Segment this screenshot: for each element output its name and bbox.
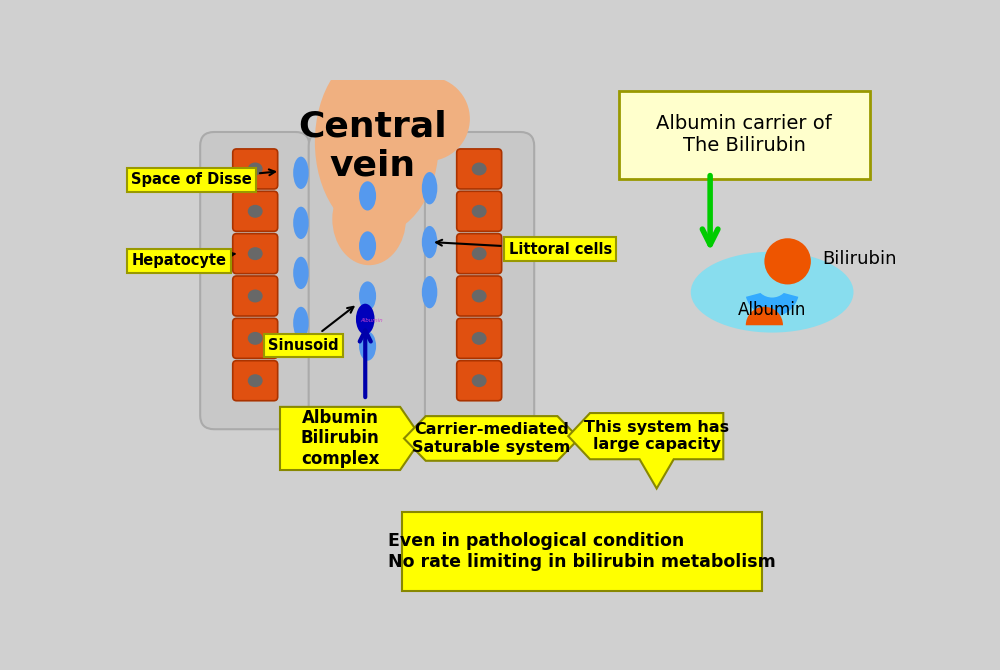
FancyBboxPatch shape	[233, 318, 278, 358]
Ellipse shape	[385, 76, 470, 161]
Ellipse shape	[422, 172, 437, 204]
FancyBboxPatch shape	[457, 191, 502, 231]
Polygon shape	[404, 416, 579, 461]
FancyBboxPatch shape	[457, 234, 502, 273]
Circle shape	[764, 239, 811, 285]
Ellipse shape	[472, 289, 487, 302]
Ellipse shape	[248, 205, 263, 218]
Ellipse shape	[248, 247, 263, 260]
FancyBboxPatch shape	[233, 276, 278, 316]
Text: Carrier-mediated
Saturable system: Carrier-mediated Saturable system	[412, 422, 571, 455]
FancyBboxPatch shape	[457, 149, 502, 189]
Polygon shape	[568, 413, 723, 488]
FancyBboxPatch shape	[200, 132, 309, 429]
FancyBboxPatch shape	[233, 149, 278, 189]
FancyBboxPatch shape	[425, 132, 534, 429]
FancyBboxPatch shape	[233, 360, 278, 401]
Ellipse shape	[359, 182, 376, 210]
Ellipse shape	[332, 173, 406, 265]
Ellipse shape	[472, 332, 487, 345]
Ellipse shape	[359, 332, 376, 360]
Ellipse shape	[691, 252, 854, 332]
Ellipse shape	[248, 289, 263, 302]
Text: Albumin: Albumin	[360, 318, 383, 323]
Ellipse shape	[293, 206, 309, 239]
Wedge shape	[746, 307, 783, 325]
Ellipse shape	[422, 276, 437, 308]
Text: Space of Disse: Space of Disse	[131, 170, 275, 188]
FancyBboxPatch shape	[402, 513, 762, 591]
Text: Littoral cells: Littoral cells	[436, 240, 612, 257]
FancyBboxPatch shape	[457, 318, 502, 358]
Ellipse shape	[472, 163, 487, 176]
FancyBboxPatch shape	[619, 91, 870, 179]
Wedge shape	[755, 281, 789, 297]
Polygon shape	[280, 407, 422, 470]
Text: Hepatocyte: Hepatocyte	[131, 252, 235, 268]
Ellipse shape	[472, 375, 487, 387]
Text: Albumin: Albumin	[738, 301, 806, 319]
Text: This system has
large capacity: This system has large capacity	[584, 420, 729, 452]
Text: Even in pathological condition
No rate limiting in bilirubin metabolism: Even in pathological condition No rate l…	[388, 532, 775, 571]
FancyBboxPatch shape	[457, 276, 502, 316]
Ellipse shape	[359, 281, 376, 311]
Ellipse shape	[293, 257, 309, 289]
Text: Bilirubin: Bilirubin	[822, 250, 897, 268]
Ellipse shape	[422, 226, 437, 258]
FancyBboxPatch shape	[233, 191, 278, 231]
Text: Albumin carrier of
The Bilirubin: Albumin carrier of The Bilirubin	[656, 114, 832, 155]
Ellipse shape	[356, 304, 375, 334]
Text: Central
vein: Central vein	[299, 109, 447, 182]
Ellipse shape	[248, 375, 263, 387]
Text: Albumin
Bilirubin
complex: Albumin Bilirubin complex	[301, 409, 379, 468]
Ellipse shape	[472, 247, 487, 260]
FancyBboxPatch shape	[309, 132, 426, 429]
Ellipse shape	[248, 163, 263, 176]
Text: Sinusoid: Sinusoid	[268, 307, 353, 353]
Ellipse shape	[248, 332, 263, 345]
FancyBboxPatch shape	[457, 360, 502, 401]
Ellipse shape	[315, 50, 439, 234]
Ellipse shape	[293, 157, 309, 189]
FancyBboxPatch shape	[233, 234, 278, 273]
Wedge shape	[746, 290, 798, 317]
Ellipse shape	[293, 307, 309, 339]
Ellipse shape	[472, 205, 487, 218]
Ellipse shape	[359, 231, 376, 261]
